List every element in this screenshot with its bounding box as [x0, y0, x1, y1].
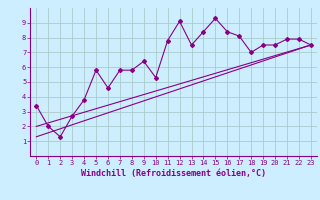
- X-axis label: Windchill (Refroidissement éolien,°C): Windchill (Refroidissement éolien,°C): [81, 169, 266, 178]
